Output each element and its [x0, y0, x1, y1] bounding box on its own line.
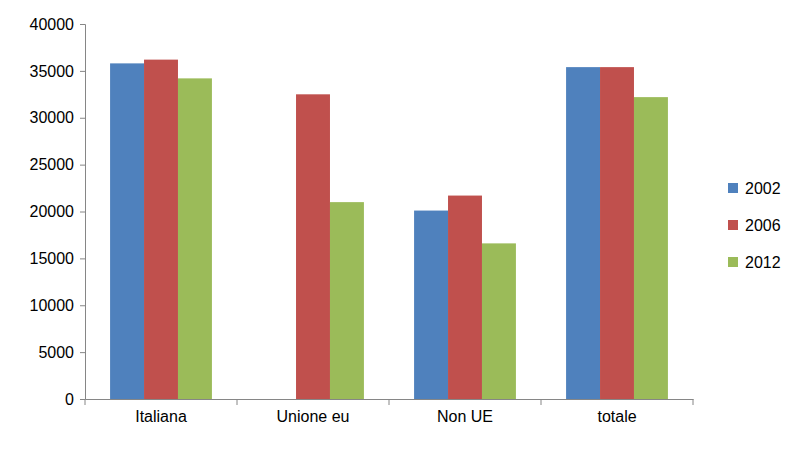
bar — [144, 60, 178, 399]
legend: 2002 2006 2012 — [728, 180, 781, 271]
tick-label: totale — [597, 408, 636, 425]
tick: totale — [597, 408, 636, 425]
chart: 0 5000 10000 15000 20000 25000 30000 35000 40000… — [0, 0, 808, 452]
series — [178, 78, 668, 399]
tick-mark — [80, 118, 85, 119]
x-axis: Italiana Unione eu Non UE totale — [85, 399, 694, 425]
tick: Italiana — [135, 408, 187, 425]
tick-label: 30000 — [30, 109, 75, 126]
tick-mark — [80, 258, 85, 259]
tick: Non UE — [437, 408, 493, 425]
tick-label: 40000 — [30, 16, 75, 33]
category-separator — [85, 399, 86, 405]
legend-label: 2002 — [745, 180, 781, 197]
bar — [600, 67, 634, 399]
legend-swatch — [728, 257, 738, 267]
tick-label: 0 — [65, 391, 74, 408]
tick-mark — [80, 24, 85, 25]
tick: 5000 — [38, 344, 85, 361]
tick-mark — [80, 165, 85, 166]
tick-label: 10000 — [30, 297, 75, 314]
tick: 0 — [65, 391, 85, 408]
legend-swatch — [728, 183, 738, 193]
legend-label: 2006 — [745, 217, 781, 234]
bars — [110, 60, 668, 399]
bar — [414, 211, 448, 399]
tick-label: 20000 — [30, 203, 75, 220]
tick: 15000 — [30, 250, 86, 267]
series — [110, 63, 600, 399]
category-separator — [693, 399, 694, 405]
tick-label: Unione eu — [277, 408, 350, 425]
category-separator — [389, 399, 390, 405]
tick: 30000 — [30, 109, 86, 126]
legend-swatch — [728, 220, 738, 230]
bar — [634, 97, 668, 399]
tick-label: 25000 — [30, 156, 75, 173]
bar — [482, 243, 516, 399]
category-separator — [541, 399, 542, 405]
tick: 25000 — [30, 156, 86, 173]
series — [144, 60, 634, 399]
bar — [566, 67, 600, 399]
tick-label: Non UE — [437, 408, 493, 425]
bar — [178, 78, 212, 399]
bar — [296, 94, 330, 399]
bar — [110, 63, 144, 399]
tick-mark — [80, 71, 85, 72]
legend-label: 2012 — [745, 254, 781, 271]
tick: 35000 — [30, 62, 86, 79]
category-separator — [237, 399, 238, 405]
tick: 10000 — [30, 297, 86, 314]
tick-mark — [80, 212, 85, 213]
tick-label: 15000 — [30, 250, 75, 267]
tick: 20000 — [30, 203, 86, 220]
tick: 40000 — [30, 16, 86, 33]
tick-mark — [80, 352, 85, 353]
tick-mark — [80, 305, 85, 306]
y-axis: 0 5000 10000 15000 20000 25000 30000 35000 40000 — [30, 16, 86, 408]
bar — [448, 196, 482, 399]
tick-label: 35000 — [30, 62, 75, 79]
tick-label: Italiana — [135, 408, 187, 425]
tick: Unione eu — [277, 408, 350, 425]
y-axis-line — [80, 25, 86, 400]
tick-label: 5000 — [38, 344, 74, 361]
tick-mark — [80, 399, 85, 400]
bar — [330, 202, 364, 399]
